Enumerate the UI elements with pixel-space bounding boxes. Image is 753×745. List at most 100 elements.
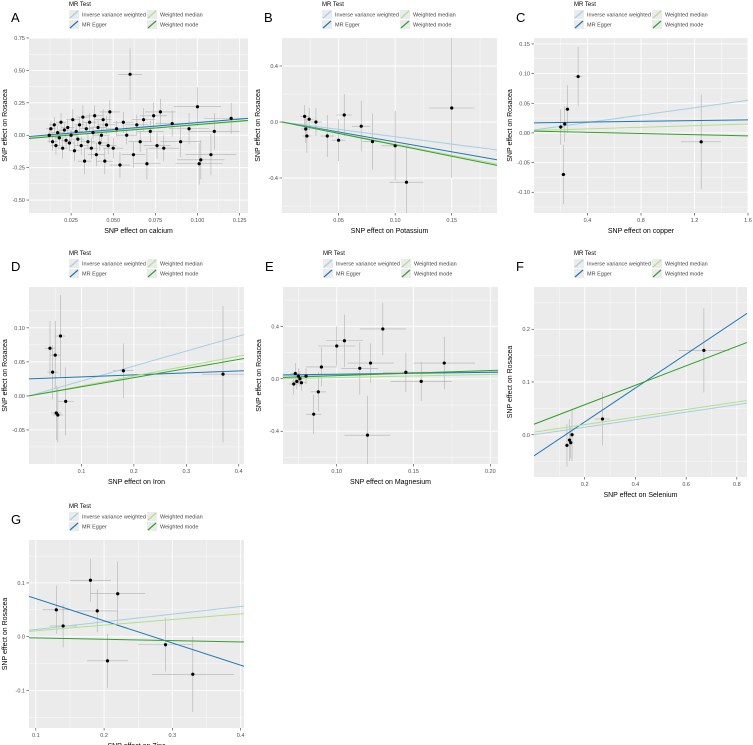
panel-f: F MR Test Inverse variance weighted MR Egge… bbox=[507, 251, 747, 499]
regression-line bbox=[283, 369, 498, 378]
x-tick-label: 0.025 bbox=[64, 218, 78, 224]
data-point bbox=[106, 143, 110, 148]
data-point bbox=[47, 133, 51, 137]
y-axis-title: SNP effect on Rosacea bbox=[2, 598, 9, 671]
y-tick-label: -0.05 bbox=[517, 161, 530, 167]
data-point bbox=[138, 140, 142, 144]
x-axis-title: SNP effect on calcium bbox=[104, 228, 173, 235]
y-tick-label: 0.4 bbox=[271, 324, 279, 330]
data-point bbox=[88, 578, 93, 582]
data-point bbox=[450, 106, 454, 110]
legend-key-line bbox=[69, 10, 79, 19]
legend-key-line bbox=[652, 20, 662, 29]
data-point bbox=[314, 120, 318, 124]
data-point bbox=[141, 118, 146, 122]
x-tick-label: 0.3 bbox=[182, 469, 190, 475]
x-tick-label: 0.4 bbox=[235, 469, 243, 475]
legend-key-line bbox=[322, 20, 332, 29]
panel-g: G MR Test Inverse variance weighted MR Egge… bbox=[2, 504, 244, 745]
panel-a: A MR Test Inverse variance weighted MR Egge… bbox=[2, 2, 248, 235]
x-tick-label: 0.8 bbox=[637, 218, 645, 224]
x-tick-label: 0.4 bbox=[237, 733, 245, 739]
data-point bbox=[88, 120, 92, 124]
x-tick-label: 0.050 bbox=[106, 218, 120, 224]
legend-label: Weighted median bbox=[414, 262, 457, 268]
legend-key-line bbox=[574, 269, 584, 278]
regression-line bbox=[534, 119, 748, 124]
plot-data bbox=[534, 46, 748, 205]
x-axis-title: SNP effect on Selenium bbox=[603, 492, 677, 499]
legend-label: MR Egger bbox=[82, 272, 107, 278]
legend-label: Weighted median bbox=[665, 262, 708, 268]
data-point bbox=[111, 146, 115, 150]
data-point bbox=[84, 127, 88, 131]
y-tick-label: 0.00 bbox=[519, 131, 530, 137]
data-point bbox=[342, 339, 347, 343]
data-point bbox=[116, 592, 120, 596]
regression-line bbox=[29, 357, 244, 397]
plot-background bbox=[282, 38, 497, 213]
regression-line bbox=[282, 121, 497, 161]
data-point bbox=[57, 136, 61, 140]
data-point bbox=[81, 115, 85, 119]
data-point bbox=[569, 441, 573, 445]
data-point bbox=[89, 146, 93, 150]
data-point bbox=[103, 159, 107, 163]
x-tick-label: 0.10 bbox=[390, 218, 401, 224]
legend-label: Weighted mode bbox=[665, 23, 703, 29]
x-tick-label: 0.3 bbox=[169, 733, 177, 739]
data-point bbox=[152, 114, 156, 118]
data-point bbox=[61, 624, 65, 628]
data-point bbox=[121, 369, 125, 373]
data-point bbox=[299, 381, 304, 385]
data-point bbox=[48, 346, 52, 350]
data-point bbox=[319, 365, 323, 369]
data-point bbox=[316, 390, 320, 394]
panel-letter: F bbox=[516, 259, 524, 274]
legend-label: MR Egger bbox=[587, 23, 612, 29]
data-point bbox=[64, 399, 68, 403]
plot-data bbox=[29, 558, 244, 712]
data-point bbox=[118, 163, 122, 167]
regression-line bbox=[534, 402, 747, 436]
y-tick-label: 0.2 bbox=[522, 327, 530, 333]
data-point bbox=[148, 129, 152, 133]
data-point bbox=[304, 374, 308, 378]
data-point bbox=[69, 133, 73, 137]
legend-label: Weighted median bbox=[160, 262, 203, 268]
data-point bbox=[404, 370, 408, 374]
plot-background bbox=[29, 540, 244, 728]
legend-title: MR Test bbox=[574, 2, 596, 8]
y-tick-label: -0.4 bbox=[269, 176, 278, 182]
regression-line bbox=[534, 123, 748, 132]
y-tick-label: -0.25 bbox=[12, 166, 25, 172]
panel-letter: G bbox=[11, 512, 21, 527]
y-tick-label: 0.50 bbox=[14, 68, 25, 74]
legend-key-line bbox=[147, 20, 157, 29]
legend-key-line bbox=[322, 10, 332, 19]
data-point bbox=[52, 123, 56, 127]
regression-line bbox=[29, 354, 244, 397]
data-point bbox=[305, 134, 309, 138]
data-point bbox=[121, 120, 125, 124]
data-point bbox=[128, 72, 132, 76]
regression-line bbox=[534, 312, 747, 457]
data-point bbox=[419, 379, 423, 383]
data-point bbox=[335, 344, 339, 348]
y-tick-label: 0.0 bbox=[270, 120, 278, 126]
data-point bbox=[293, 371, 297, 376]
panel-e: E MR Test Inverse variance weighted MR Egge… bbox=[256, 251, 498, 486]
x-tick-label: 1.2 bbox=[691, 218, 699, 224]
legend-label: Weighted mode bbox=[160, 23, 198, 29]
data-point bbox=[312, 412, 316, 416]
data-point bbox=[197, 162, 201, 166]
data-point bbox=[145, 162, 149, 166]
data-point bbox=[86, 140, 90, 144]
data-point bbox=[336, 138, 341, 142]
x-tick-label: 0.2 bbox=[100, 733, 108, 739]
data-point bbox=[61, 146, 65, 150]
legend-key-line bbox=[401, 259, 411, 268]
data-point bbox=[179, 140, 183, 144]
data-point bbox=[295, 379, 299, 383]
regression-line bbox=[534, 99, 748, 131]
